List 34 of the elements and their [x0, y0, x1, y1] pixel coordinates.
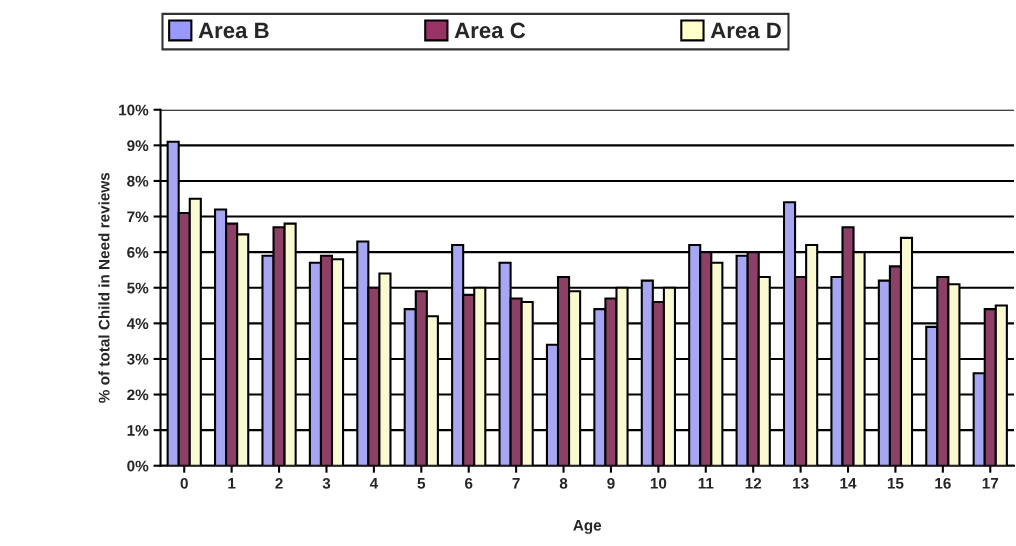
legend-label: Area D: [710, 22, 781, 39]
x-tick-label: 12: [745, 477, 762, 489]
y-tick-label: 7%: [127, 211, 149, 223]
y-tick-label: 5%: [127, 282, 149, 294]
x-axis-title: Age: [573, 520, 602, 534]
x-tick-label: 1: [228, 478, 236, 489]
x-tick-label: 11: [698, 478, 714, 489]
y-tick-label: 2%: [127, 389, 149, 401]
x-tick-label: 9: [607, 477, 615, 489]
x-tick-label: 14: [840, 478, 857, 489]
x-tick-label: 15: [887, 478, 904, 489]
x-tick-label: 17: [982, 478, 999, 489]
y-tick-label: 10%: [119, 104, 149, 116]
y-tick-label: 1%: [127, 425, 149, 436]
x-tick-label: 3: [322, 477, 331, 489]
y-tick-label: 0%: [127, 460, 149, 472]
x-tick-label: 0: [180, 477, 188, 489]
y-tick-label: 6%: [127, 247, 149, 258]
x-tick-label: 10: [650, 477, 667, 489]
x-tick-label: 6: [465, 477, 473, 489]
legend-label: Area B: [198, 22, 269, 39]
x-tick-label: 8: [559, 477, 568, 489]
y-tick-label: 8%: [127, 175, 149, 187]
x-tick-label: 13: [793, 477, 809, 489]
y-axis-title: % of total Child in Need reviews: [98, 172, 110, 403]
x-tick-label: 7: [512, 478, 520, 489]
x-tick-label: 4: [369, 478, 379, 489]
y-tick-label: 3%: [126, 353, 149, 365]
x-tick-label: 2: [275, 477, 283, 489]
x-tick-label: 16: [935, 477, 951, 489]
legend-label: Area C: [454, 22, 526, 39]
y-tick-label: 9%: [127, 140, 149, 152]
x-tick-label: 5: [417, 478, 426, 489]
y-tick-label: 4%: [126, 318, 149, 329]
